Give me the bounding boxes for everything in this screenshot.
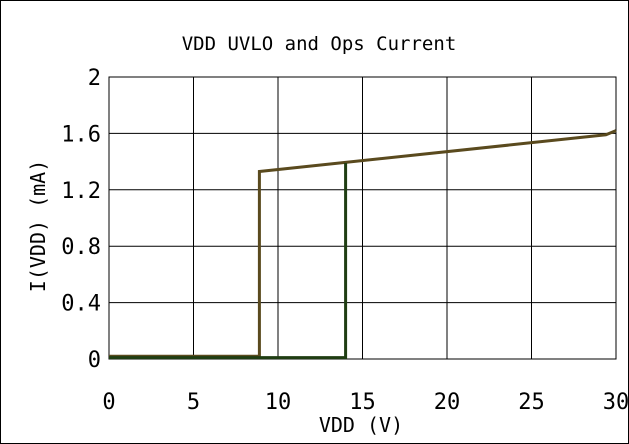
grid-layer — [109, 77, 616, 359]
y-tick-label: 1.2 — [61, 179, 101, 204]
x-tick-label: 5 — [187, 390, 200, 415]
series-line-2 — [109, 163, 348, 360]
y-tick-labels: 0 0.4 0.8 1.2 1.6 2 — [61, 66, 101, 373]
x-tick-labels: 0 5 10 15 20 25 30 — [102, 390, 628, 415]
x-tick-label: 20 — [434, 390, 461, 415]
chart-title: VDD UVLO and Ops Current — [182, 33, 457, 55]
y-tick-label: 0.4 — [61, 292, 101, 317]
y-tick-label: 2 — [88, 66, 101, 91]
x-tick-label: 30 — [603, 390, 628, 415]
y-tick-label: 1.6 — [61, 122, 101, 147]
x-tick-label: 0 — [102, 390, 115, 415]
x-axis-label: VDD (V) — [319, 413, 403, 437]
x-tick-label: 25 — [518, 390, 545, 415]
series-layer — [109, 129, 617, 360]
x-tick-label: 15 — [349, 390, 376, 415]
x-tick-label: 10 — [265, 390, 292, 415]
y-tick-label: 0.8 — [61, 235, 101, 260]
plot-frame — [108, 76, 617, 360]
y-tick-label: 0 — [88, 348, 101, 373]
y-axis-label: I(VDD) (mA) — [26, 160, 50, 292]
